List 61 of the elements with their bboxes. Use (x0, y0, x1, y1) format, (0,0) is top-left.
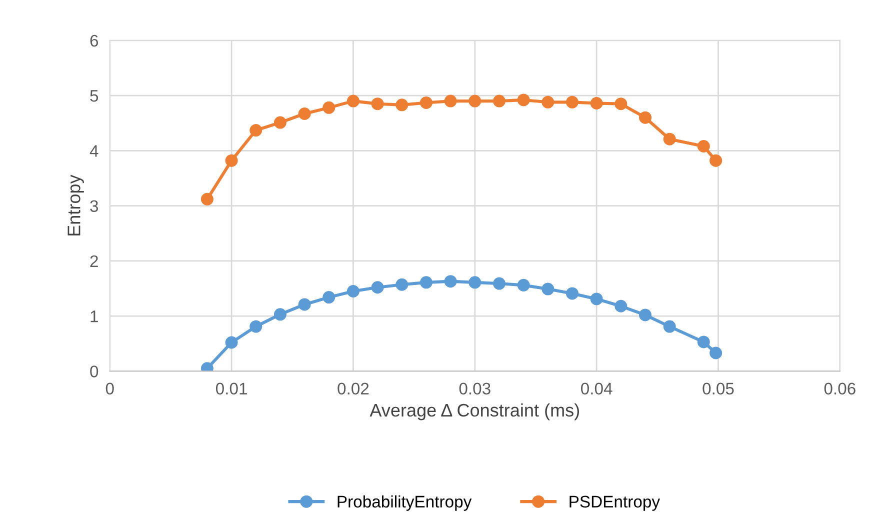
point (710, 154, 722, 167)
point (371, 98, 384, 110)
x-tick-label: 0.01 (216, 382, 247, 395)
y-tick-label: 2 (90, 255, 98, 267)
y-tick-label: 4 (90, 145, 98, 157)
point (710, 346, 722, 360)
y-tick-label: 5 (90, 90, 98, 102)
point (396, 98, 408, 112)
point (298, 298, 311, 311)
point (396, 278, 408, 291)
point (274, 308, 286, 321)
point (444, 94, 457, 108)
point (346, 284, 360, 298)
legend-label: PSDEntropy (570, 496, 660, 511)
x-tick-label: 0.02 (338, 382, 369, 395)
legend-label: ProbabilityEntropy (338, 495, 472, 511)
point (590, 97, 603, 110)
point (468, 94, 482, 108)
x-tick-label: 0.04 (581, 382, 612, 395)
x-tick-label: 0.05 (702, 382, 734, 395)
point (638, 308, 652, 322)
point (614, 300, 628, 312)
point (250, 320, 262, 333)
y-tick-label: 0 (90, 366, 98, 378)
point (346, 94, 360, 108)
point (542, 96, 554, 108)
point (420, 96, 432, 109)
point (444, 275, 457, 288)
point (200, 192, 214, 206)
point (250, 124, 262, 137)
point (566, 96, 578, 108)
point (697, 336, 710, 348)
point (322, 291, 336, 304)
point (492, 277, 506, 290)
y-axis-title: Entropy (68, 174, 84, 236)
x-axis-title: Average Δ Constraint (ms) (370, 403, 579, 420)
point (517, 94, 530, 106)
point (697, 140, 710, 153)
point (371, 281, 384, 294)
point (542, 282, 554, 296)
point (468, 276, 482, 289)
point (566, 287, 578, 300)
y-tick-label: 6 (90, 34, 98, 47)
point (322, 101, 336, 114)
point (492, 94, 506, 108)
point (638, 111, 652, 124)
point (517, 278, 530, 292)
x-tick-label: 0 (106, 382, 114, 395)
x-tick-label: 0.03 (459, 382, 490, 395)
x-tick-label: 0.06 (824, 382, 856, 395)
point (420, 276, 432, 289)
point (663, 320, 676, 333)
y-tick-label: 1 (90, 310, 98, 322)
point (225, 336, 238, 349)
point (298, 107, 311, 120)
point (274, 116, 286, 129)
point (663, 132, 676, 146)
point (614, 98, 628, 110)
y-tick-label: 3 (90, 200, 98, 212)
point (225, 154, 238, 167)
point (590, 292, 603, 306)
